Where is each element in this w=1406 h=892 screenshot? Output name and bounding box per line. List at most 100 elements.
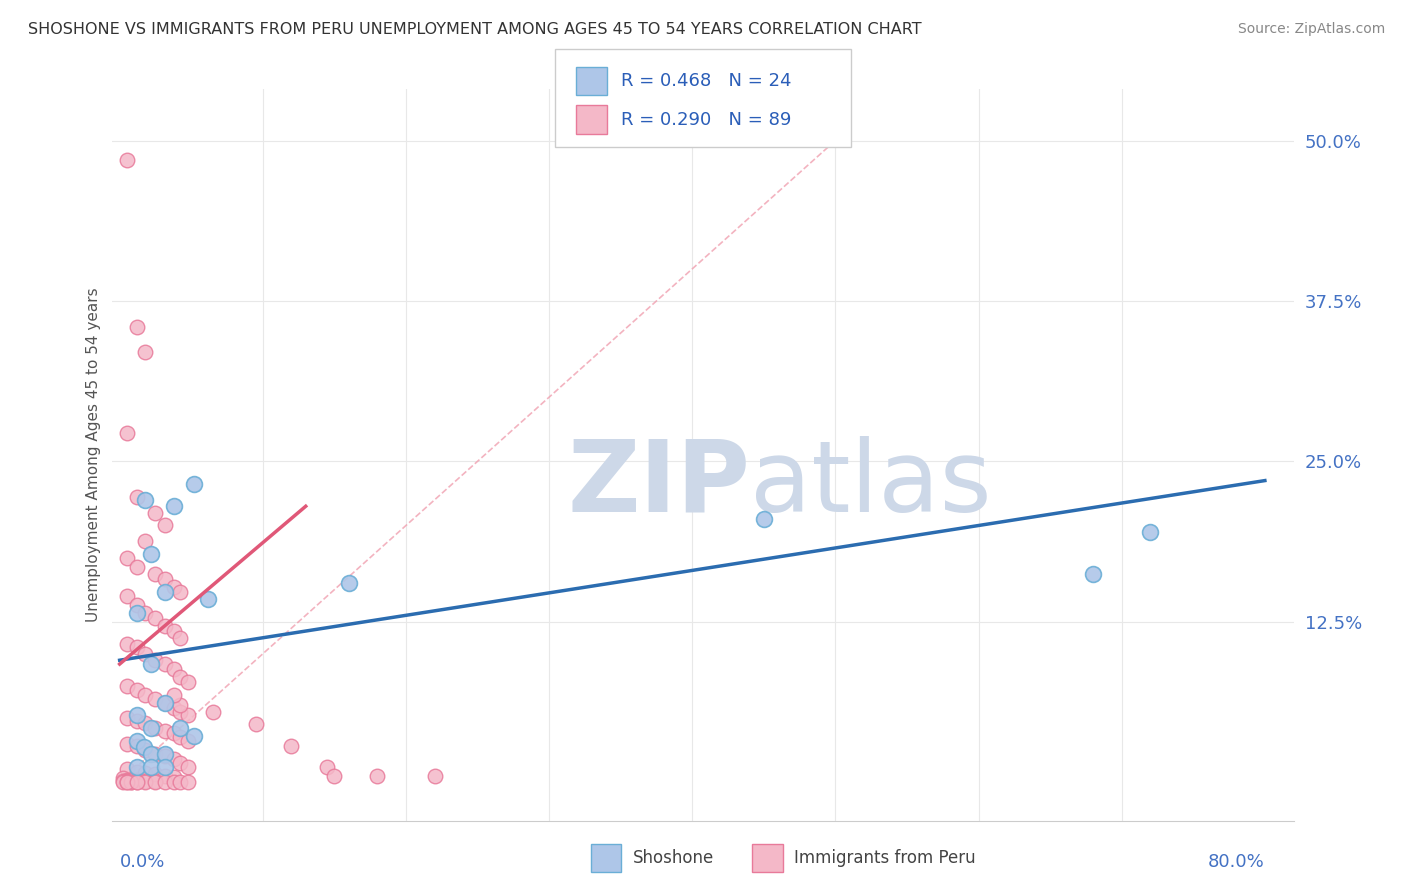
Point bbox=[139, 547, 162, 561]
Point bbox=[155, 657, 177, 671]
Point bbox=[163, 752, 186, 766]
Point bbox=[134, 775, 156, 789]
Point bbox=[120, 772, 142, 787]
Point bbox=[120, 775, 142, 789]
Point bbox=[145, 506, 167, 520]
Point bbox=[132, 740, 155, 755]
Point bbox=[155, 696, 177, 710]
Text: SHOSHONE VS IMMIGRANTS FROM PERU UNEMPLOYMENT AMONG AGES 45 TO 54 YEARS CORRELAT: SHOSHONE VS IMMIGRANTS FROM PERU UNEMPLO… bbox=[28, 22, 922, 37]
Point bbox=[163, 700, 186, 714]
Point bbox=[115, 636, 138, 650]
Point bbox=[169, 705, 191, 719]
Point bbox=[134, 688, 156, 702]
Point bbox=[125, 490, 148, 504]
Point bbox=[125, 760, 148, 774]
Point bbox=[423, 769, 446, 783]
Point bbox=[169, 756, 191, 770]
Point bbox=[169, 730, 191, 744]
Point bbox=[163, 624, 186, 638]
Point bbox=[125, 682, 148, 697]
Point bbox=[125, 598, 148, 612]
Point bbox=[183, 729, 205, 743]
Text: 80.0%: 80.0% bbox=[1208, 853, 1265, 871]
Point bbox=[115, 426, 138, 441]
Point bbox=[155, 585, 177, 599]
Point bbox=[120, 775, 142, 789]
Point bbox=[115, 711, 138, 725]
Point bbox=[125, 764, 148, 779]
Point bbox=[139, 657, 162, 671]
Point bbox=[163, 688, 186, 702]
Text: Shoshone: Shoshone bbox=[633, 849, 714, 867]
Point bbox=[183, 477, 205, 491]
Text: Immigrants from Peru: Immigrants from Peru bbox=[794, 849, 976, 867]
Point bbox=[201, 705, 224, 719]
Text: 0.0%: 0.0% bbox=[120, 853, 165, 871]
Point bbox=[155, 760, 177, 774]
Point bbox=[145, 611, 167, 625]
Point bbox=[115, 153, 138, 167]
Point bbox=[155, 749, 177, 764]
Point bbox=[125, 319, 148, 334]
Text: R = 0.468   N = 24: R = 0.468 N = 24 bbox=[621, 72, 792, 90]
Point bbox=[125, 739, 148, 754]
Point bbox=[155, 775, 177, 789]
Point bbox=[134, 533, 156, 548]
Point bbox=[163, 580, 186, 594]
Point bbox=[155, 618, 177, 632]
Point bbox=[145, 721, 167, 735]
Point bbox=[125, 714, 148, 728]
Point bbox=[115, 737, 138, 751]
Point bbox=[177, 760, 200, 774]
Point bbox=[134, 716, 156, 731]
Point bbox=[125, 734, 148, 748]
Point bbox=[125, 775, 148, 789]
Point bbox=[111, 775, 134, 789]
Point bbox=[169, 632, 191, 646]
Point bbox=[177, 708, 200, 723]
Point bbox=[145, 773, 167, 788]
Point bbox=[1139, 524, 1161, 539]
Point bbox=[115, 762, 138, 776]
Point bbox=[169, 585, 191, 599]
Text: Source: ZipAtlas.com: Source: ZipAtlas.com bbox=[1237, 22, 1385, 37]
Point bbox=[145, 775, 167, 789]
Point bbox=[155, 747, 177, 761]
Point bbox=[155, 573, 177, 587]
Point bbox=[752, 512, 775, 526]
Point bbox=[145, 691, 167, 706]
Point bbox=[337, 576, 360, 591]
Point bbox=[163, 662, 186, 676]
Point bbox=[145, 567, 167, 582]
Point bbox=[134, 492, 156, 507]
Point bbox=[134, 647, 156, 661]
Point bbox=[125, 772, 148, 787]
Point bbox=[163, 770, 186, 784]
Point bbox=[177, 775, 200, 789]
Point bbox=[115, 773, 138, 788]
Point bbox=[245, 717, 267, 731]
Point bbox=[139, 747, 162, 761]
Point bbox=[197, 591, 219, 606]
Point bbox=[323, 769, 346, 783]
Point bbox=[155, 696, 177, 710]
Text: atlas: atlas bbox=[751, 435, 991, 533]
Point bbox=[111, 772, 134, 786]
Point bbox=[115, 775, 138, 789]
Point bbox=[145, 767, 167, 781]
Point bbox=[139, 721, 162, 735]
Point bbox=[169, 721, 191, 735]
Point bbox=[1081, 567, 1104, 582]
Point bbox=[134, 743, 156, 757]
Point bbox=[316, 760, 339, 774]
Point bbox=[134, 606, 156, 620]
Text: R = 0.290   N = 89: R = 0.290 N = 89 bbox=[621, 111, 792, 128]
Point bbox=[115, 679, 138, 693]
Point bbox=[145, 653, 167, 667]
Point bbox=[155, 769, 177, 783]
Point bbox=[125, 606, 148, 620]
Point bbox=[134, 345, 156, 359]
Point bbox=[125, 640, 148, 655]
Point bbox=[115, 775, 138, 789]
Point bbox=[280, 739, 302, 754]
